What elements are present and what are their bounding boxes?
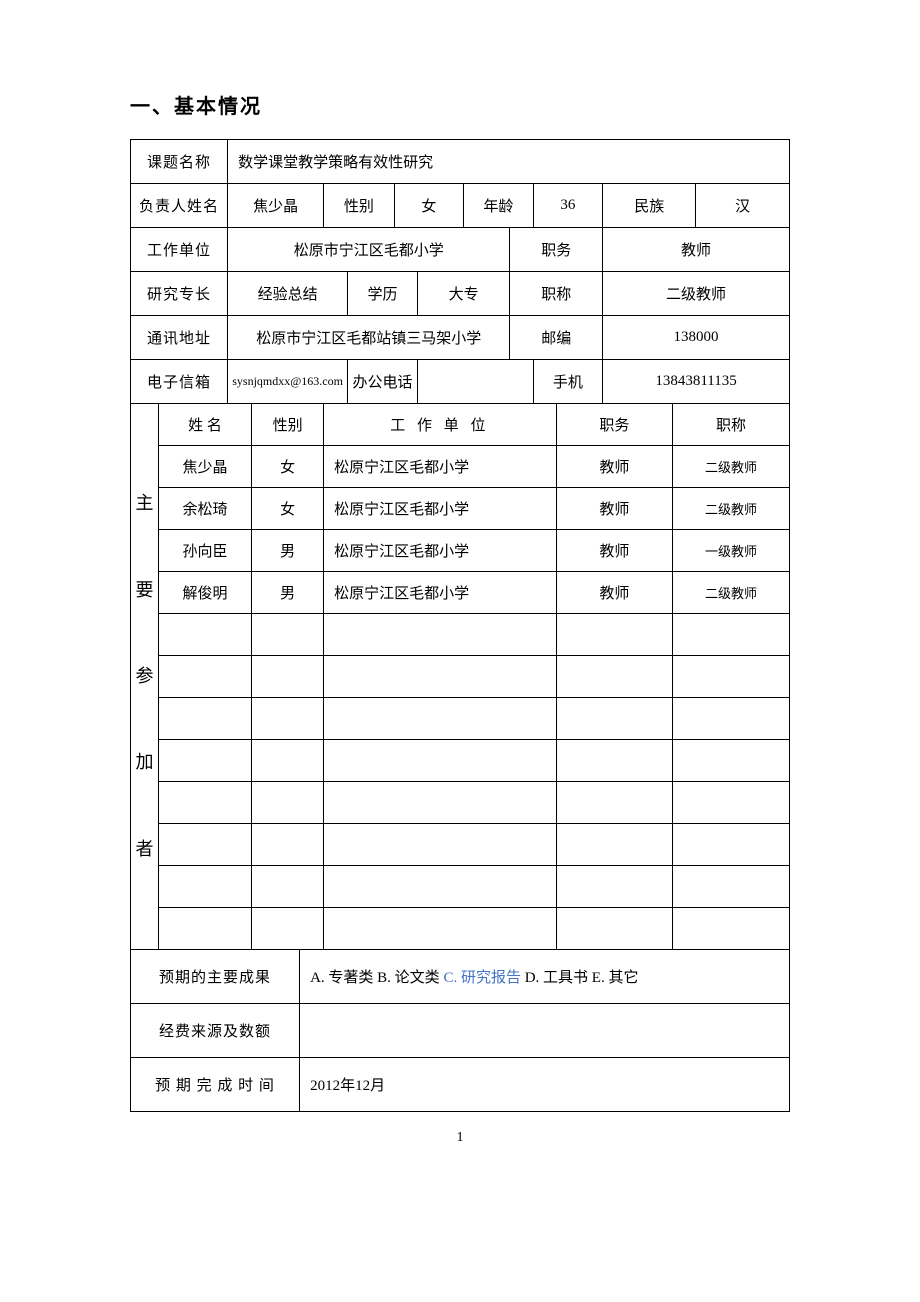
p-name: 解俊明	[158, 572, 251, 614]
section-title: 一、基本情况	[130, 90, 790, 119]
label-completion: 预 期 完 成 时 间	[131, 1058, 300, 1112]
p-position: 教师	[556, 488, 672, 530]
p-title: 一级教师	[673, 530, 790, 572]
col-name: 姓 名	[158, 404, 251, 446]
table-row	[131, 866, 790, 908]
label-office-phone: 办公电话	[348, 360, 418, 404]
value-gender: 女	[394, 184, 464, 228]
table-row: 孙向臣 男 松原宁江区毛都小学 教师 一级教师	[131, 530, 790, 572]
p-position: 教师	[556, 572, 672, 614]
label-postcode: 邮编	[510, 316, 603, 360]
value-position: 教师	[603, 228, 790, 272]
label-address: 通讯地址	[131, 316, 228, 360]
value-completion: 2012年12月	[300, 1058, 790, 1112]
value-address: 松原市宁江区毛都站镇三马架小学	[228, 316, 510, 360]
value-funding	[300, 1004, 790, 1058]
value-ethnicity: 汉	[696, 184, 790, 228]
p-name: 余松琦	[158, 488, 251, 530]
table-row	[131, 656, 790, 698]
p-gender: 女	[252, 488, 324, 530]
label-gender: 性别	[324, 184, 395, 228]
label-position: 职务	[510, 228, 603, 272]
table-row: 焦少晶 女 松原宁江区毛都小学 教师 二级教师	[131, 446, 790, 488]
col-position: 职务	[556, 404, 672, 446]
value-email: sysnjqmdxx@163.com	[228, 360, 348, 404]
p-name: 孙向臣	[158, 530, 251, 572]
label-email: 电子信箱	[131, 360, 228, 404]
p-title: 二级教师	[673, 446, 790, 488]
value-age: 36	[533, 184, 602, 228]
table-row	[131, 614, 790, 656]
participants-label: 主要参加者	[131, 404, 159, 950]
p-position: 教师	[556, 530, 672, 572]
label-ethnicity: 民族	[603, 184, 696, 228]
results-prefix: A. 专著类 B. 论文类	[310, 970, 443, 986]
p-workplace: 松原宁江区毛都小学	[324, 488, 557, 530]
value-workplace: 松原市宁江区毛都小学	[228, 228, 510, 272]
results-suffix: D. 工具书 E. 其它	[521, 970, 639, 986]
value-office-phone	[417, 360, 533, 404]
table-row	[131, 908, 790, 950]
table-row: 解俊明 男 松原宁江区毛都小学 教师 二级教师	[131, 572, 790, 614]
table-row: 余松琦 女 松原宁江区毛都小学 教师 二级教师	[131, 488, 790, 530]
p-workplace: 松原宁江区毛都小学	[324, 572, 557, 614]
value-topic: 数学课堂教学策略有效性研究	[228, 140, 790, 184]
label-leader: 负责人姓名	[131, 184, 228, 228]
value-mobile: 13843811135	[603, 360, 790, 404]
label-education: 学历	[348, 272, 418, 316]
value-title: 二级教师	[603, 272, 790, 316]
p-title: 二级教师	[673, 488, 790, 530]
p-name: 焦少晶	[158, 446, 251, 488]
col-title: 职称	[673, 404, 790, 446]
p-gender: 女	[252, 446, 324, 488]
label-expected-results: 预期的主要成果	[131, 950, 300, 1004]
label-age: 年龄	[464, 184, 533, 228]
form-table: 课题名称 数学课堂教学策略有效性研究 负责人姓名 焦少晶 性别 女 年龄 36 …	[130, 139, 790, 1112]
results-highlight: C. 研究报告	[443, 970, 521, 986]
p-gender: 男	[252, 530, 324, 572]
label-topic: 课题名称	[131, 140, 228, 184]
p-title: 二级教师	[673, 572, 790, 614]
col-workplace: 工 作 单 位	[324, 404, 557, 446]
table-row	[131, 824, 790, 866]
label-funding: 经费来源及数额	[131, 1004, 300, 1058]
p-gender: 男	[252, 572, 324, 614]
label-workplace: 工作单位	[131, 228, 228, 272]
label-specialty: 研究专长	[131, 272, 228, 316]
value-postcode: 138000	[603, 316, 790, 360]
table-row	[131, 740, 790, 782]
p-workplace: 松原宁江区毛都小学	[324, 530, 557, 572]
col-gender: 性别	[252, 404, 324, 446]
page-number: 1	[130, 1130, 790, 1146]
value-education: 大专	[417, 272, 510, 316]
p-position: 教师	[556, 446, 672, 488]
value-expected-results: A. 专著类 B. 论文类 C. 研究报告 D. 工具书 E. 其它	[300, 950, 790, 1004]
table-row	[131, 698, 790, 740]
label-mobile: 手机	[533, 360, 602, 404]
p-workplace: 松原宁江区毛都小学	[324, 446, 557, 488]
table-row	[131, 782, 790, 824]
value-specialty: 经验总结	[228, 272, 348, 316]
label-title: 职称	[510, 272, 603, 316]
value-leader: 焦少晶	[228, 184, 324, 228]
